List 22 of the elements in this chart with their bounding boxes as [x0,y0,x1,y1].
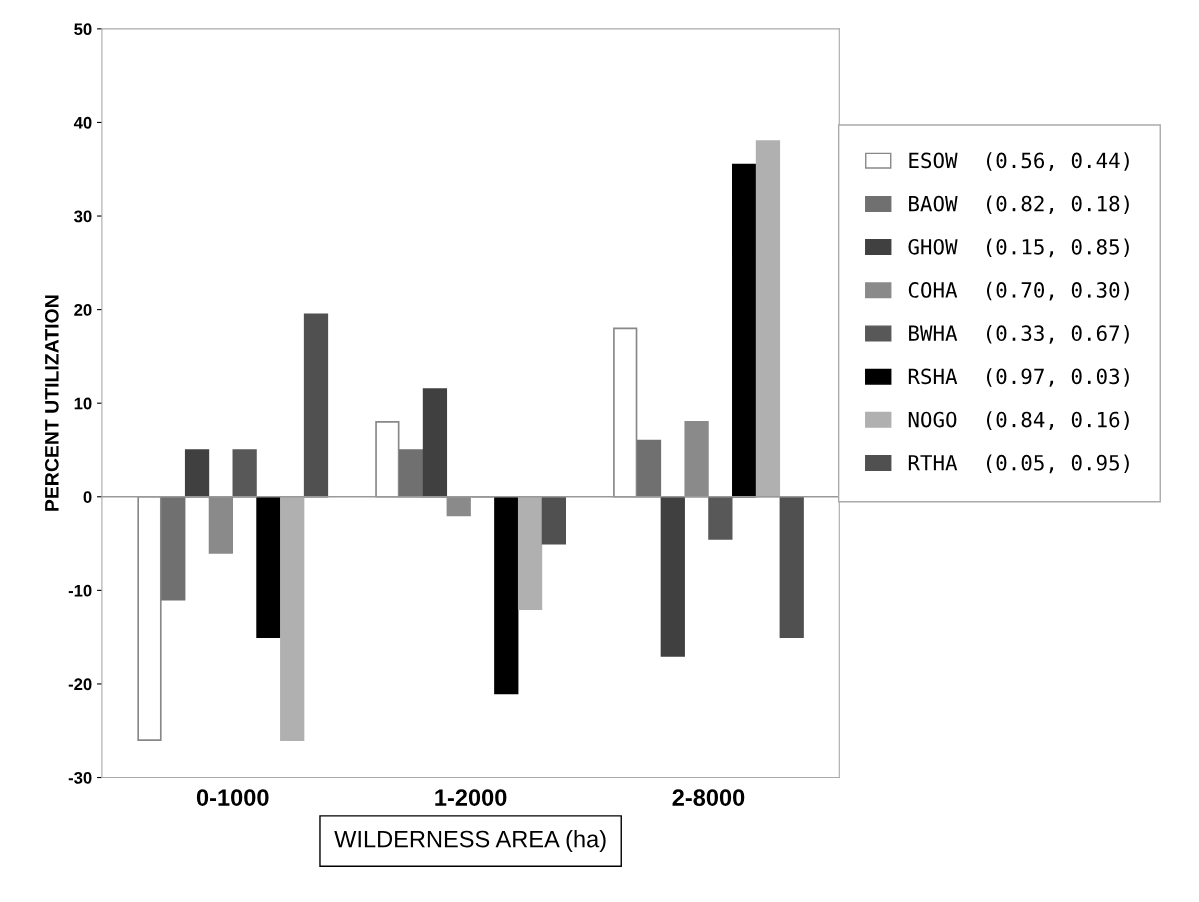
y-tick-label: 10 [74,397,92,410]
legend-label: COHA (0.70, 0.30) [908,281,1129,301]
x-tick-label: 1-2000 [435,789,507,806]
y-tick-label: -30 [68,771,92,784]
y-tick-label: -10 [68,584,92,597]
y-tick-label: 50 [74,23,92,36]
legend-label: GHOW (0.15, 0.85) [908,238,1129,258]
y-tick-label: 30 [74,210,92,223]
legend-label: RTHA (0.05, 0.95) [908,454,1129,474]
x-tick-label: 2-8000 [672,789,745,806]
x-tick-label: 0-1000 [196,789,269,806]
y-tick-label: 0 [83,491,92,503]
y-tick-label: 40 [73,116,92,129]
x-axis-title: WILDERNESS AREA (ha) [334,830,606,853]
legend-label: BAOW (0.82, 0.18) [909,195,1129,215]
legend-label: NOGO (0.84, 0.16) [908,411,1129,431]
y-tick-label: 20 [74,304,92,316]
legend-label: RSHA (0.97, 0.03) [908,368,1129,387]
y-axis-title: PERCENT UTILIZATION [44,295,59,511]
legend-label: BWHA (0.33, 0.67) [909,324,1129,344]
legend-label: ESOW (0.56, 0.44) [909,152,1129,171]
y-tick-label: -20 [68,678,92,691]
